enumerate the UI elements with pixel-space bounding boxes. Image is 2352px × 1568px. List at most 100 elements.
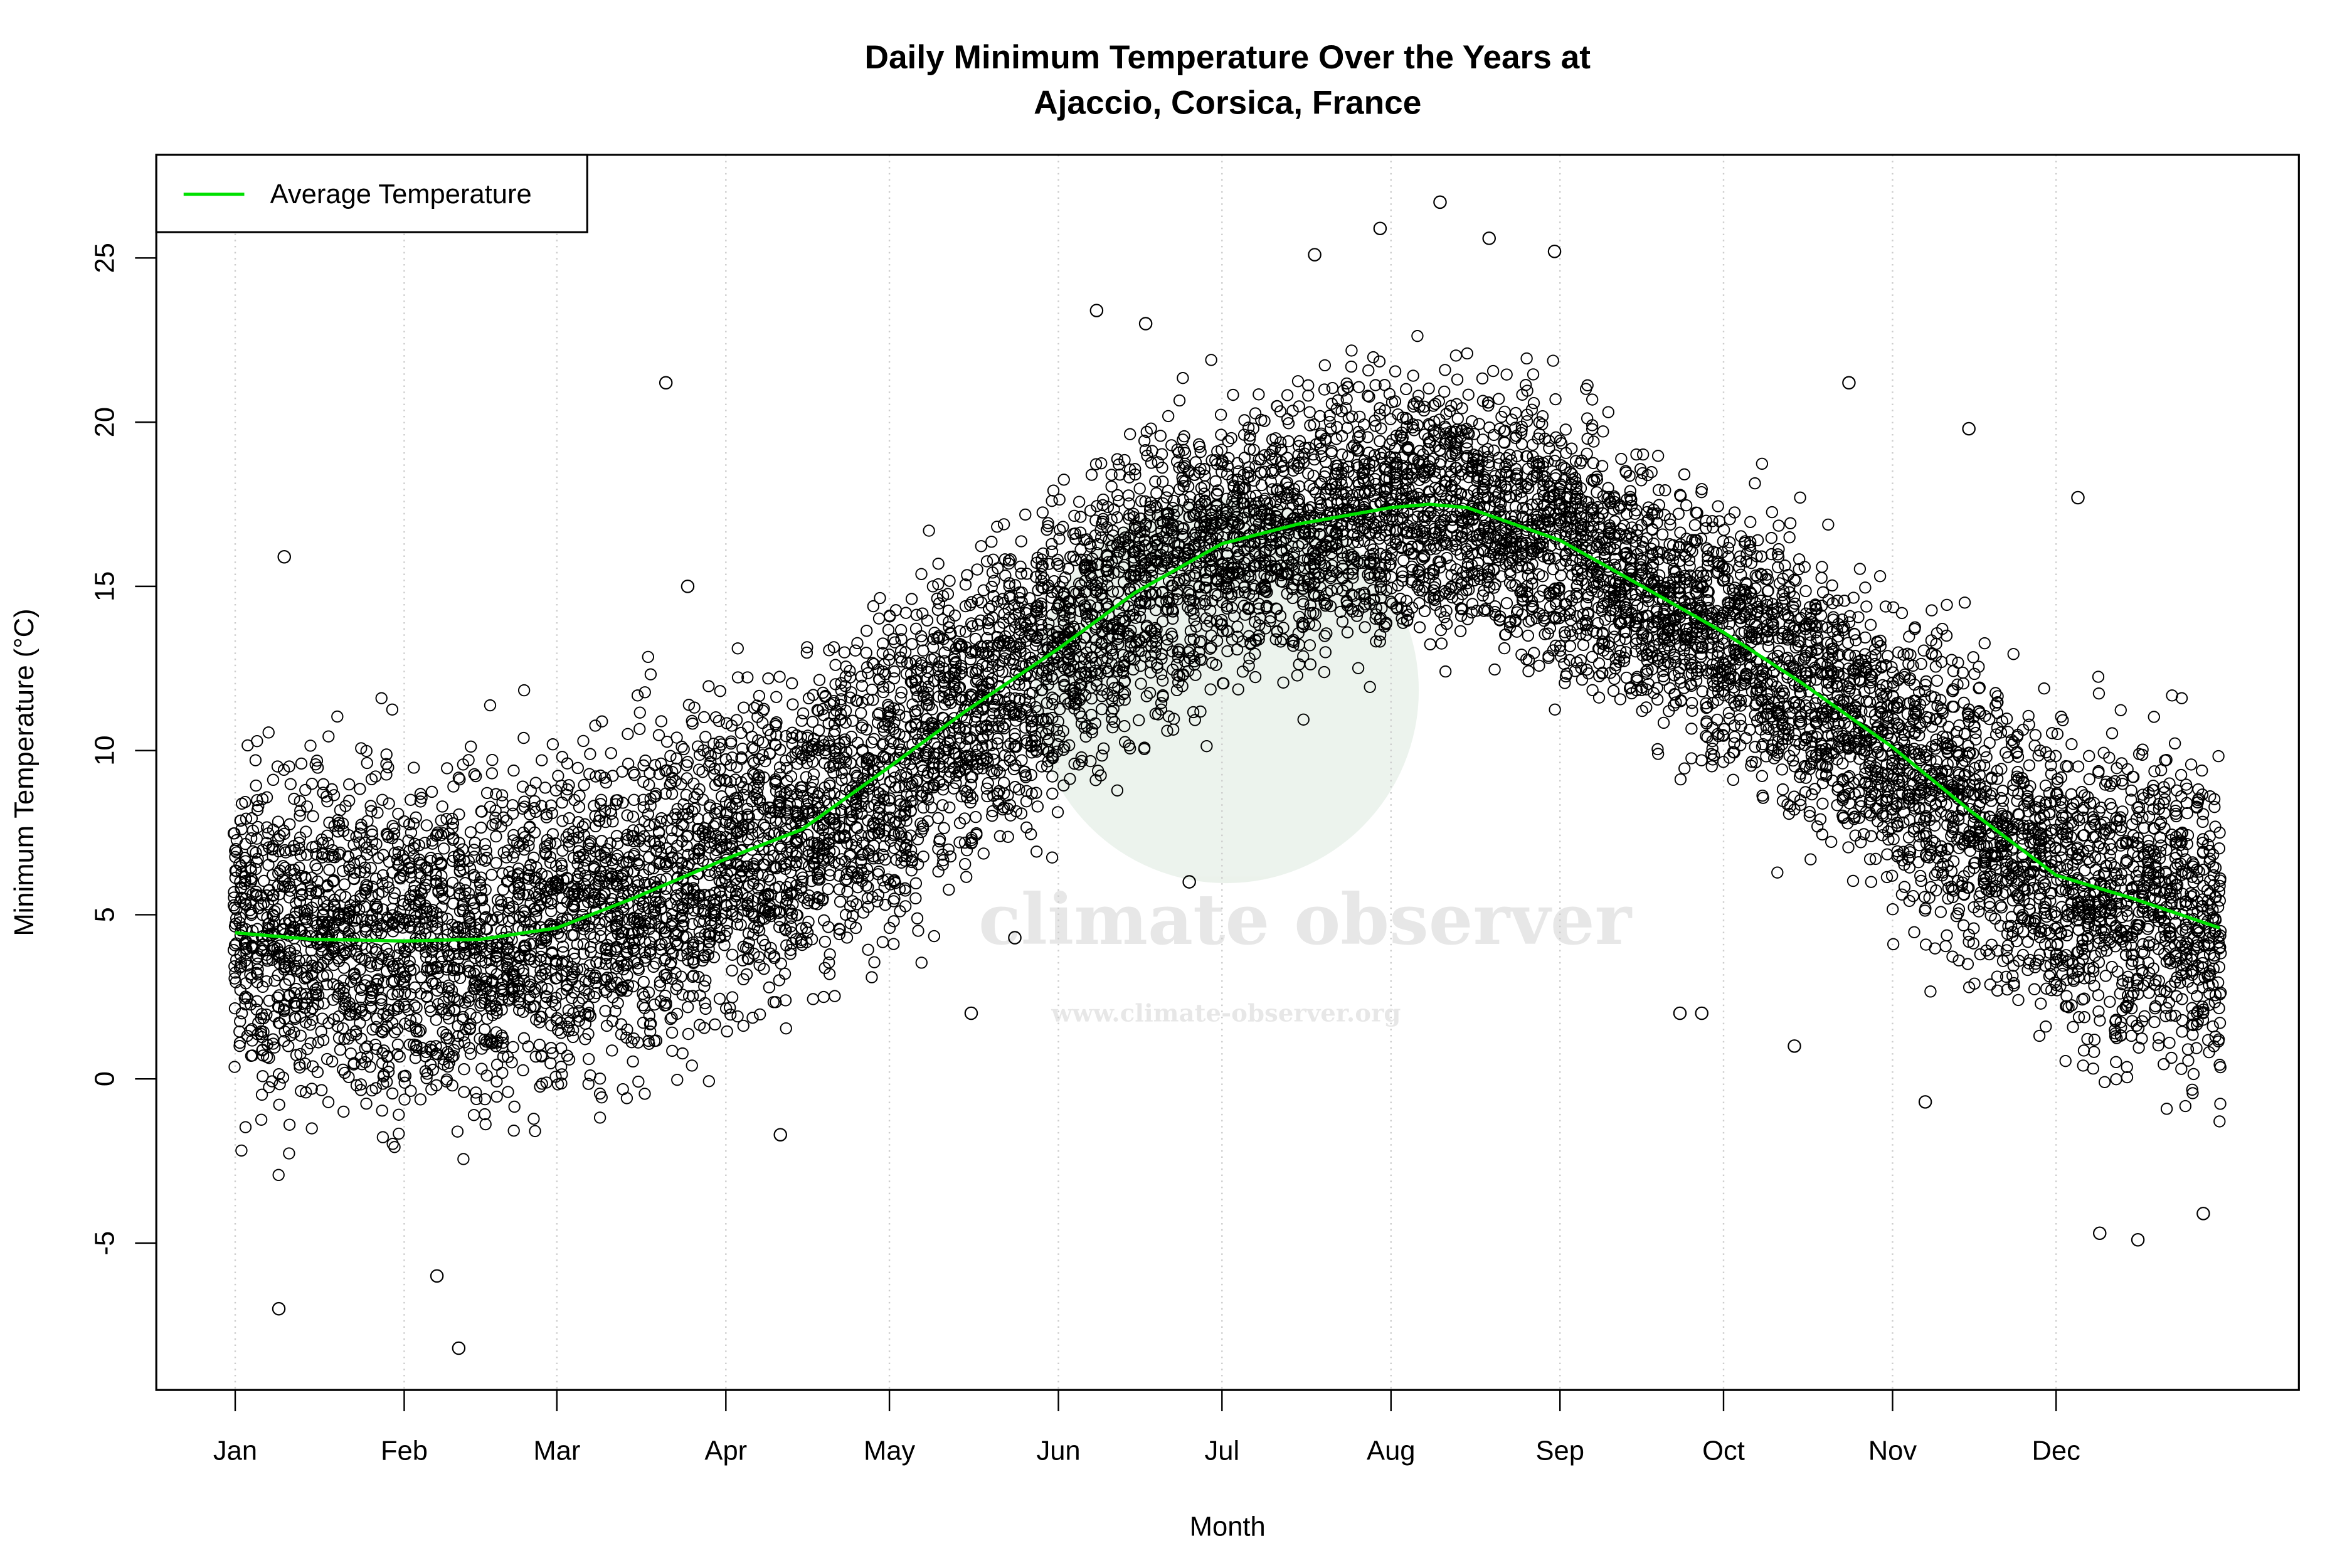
- scatter-point: [273, 1078, 286, 1091]
- scatter-point: [822, 882, 834, 896]
- scatter-point: [1133, 482, 1146, 495]
- scatter-point: [304, 1037, 317, 1050]
- scatter-point: [958, 812, 971, 825]
- scatter-point: [300, 988, 312, 1000]
- scatter-point: [369, 1082, 382, 1094]
- scatter-point: [366, 825, 378, 837]
- scatter-point: [295, 757, 308, 770]
- scatter-point: [969, 810, 982, 824]
- scatter-point: [331, 710, 344, 723]
- scatter-point: [239, 1121, 252, 1133]
- scatter-point: [289, 943, 301, 955]
- scatter-point: [866, 736, 878, 749]
- scatter-point: [1046, 787, 1059, 800]
- scatter-point: [773, 974, 786, 987]
- scatter-point: [425, 785, 438, 798]
- scatter-point: [446, 1079, 458, 1092]
- scatter-point: [251, 734, 263, 748]
- scatter-point: [443, 827, 455, 840]
- scatter-point: [257, 844, 269, 857]
- scatter-point: [484, 699, 497, 712]
- scatter-point: [686, 1059, 698, 1072]
- scatter-point: [713, 992, 726, 1005]
- scatter-point: [866, 971, 878, 983]
- scatter-point: [309, 840, 322, 853]
- scatter-point: [233, 1036, 246, 1049]
- scatter-point: [458, 1086, 470, 1098]
- scatter-point: [479, 1093, 491, 1106]
- scatter-point: [909, 892, 922, 904]
- scatter-point: [1074, 511, 1087, 523]
- scatter-point: [414, 1093, 427, 1106]
- scatter-point: [326, 844, 339, 857]
- scatter-point: [283, 1118, 296, 1131]
- scatter-point: [622, 728, 634, 740]
- scatter-point: [996, 665, 1009, 678]
- scatter-point: [370, 943, 383, 956]
- scatter-point: [386, 820, 399, 832]
- scatter-point: [272, 815, 285, 828]
- scatter-point: [642, 986, 655, 999]
- scatter-point: [436, 800, 448, 813]
- scatter-point: [283, 973, 295, 986]
- scatter-point: [763, 981, 776, 993]
- scatter-point: [647, 960, 660, 973]
- scatter-point: [239, 941, 252, 955]
- scatter-point: [380, 942, 393, 955]
- scatter-point: [316, 1012, 329, 1025]
- scatter-point: [753, 689, 766, 702]
- scatter-point: [364, 862, 377, 874]
- scatter-point: [437, 827, 450, 840]
- scatter-point: [408, 999, 421, 1012]
- scatter-point: [321, 795, 334, 808]
- scatter-point: [1036, 506, 1049, 519]
- scatter-point: [364, 960, 377, 973]
- scatter-point: [304, 1019, 317, 1031]
- scatter-point: [403, 818, 416, 830]
- scatter-point: [665, 1026, 679, 1039]
- scatter-point: [361, 1040, 374, 1053]
- scatter-point: [245, 873, 258, 886]
- scatter-point: [446, 812, 458, 825]
- scatter-point: [959, 857, 972, 871]
- scatter-point: [349, 1002, 362, 1015]
- scatter-point: [370, 838, 383, 850]
- scatter-point: [337, 1105, 350, 1118]
- scatter-point: [915, 956, 928, 969]
- scatter-point: [301, 1042, 314, 1056]
- scatter-point: [490, 1090, 503, 1103]
- scatter-point: [571, 761, 584, 775]
- scatter-point: [343, 1009, 356, 1021]
- scatter-point: [838, 646, 851, 659]
- scatter-point: [375, 692, 388, 704]
- scatter-point: [273, 1098, 285, 1111]
- scatter-point: [860, 647, 872, 659]
- scatter-point: [415, 971, 428, 983]
- scatter-point: [361, 815, 374, 827]
- scatter-point: [413, 839, 425, 852]
- scatter-point: [465, 740, 477, 753]
- scatter-point: [997, 776, 1010, 789]
- scatter-point: [773, 670, 786, 683]
- scatter-point: [638, 1088, 651, 1100]
- scatter-point: [255, 1113, 268, 1126]
- scatter-point: [288, 1026, 300, 1039]
- scatter-point: [452, 1030, 465, 1042]
- scatter-point: [435, 911, 448, 923]
- scatter-point: [607, 815, 619, 828]
- scatter-point: [702, 1075, 716, 1088]
- scatter-point: [391, 949, 404, 961]
- scatter-point: [245, 812, 258, 825]
- scatter-point: [1177, 372, 1189, 384]
- scatter-point: [398, 1076, 411, 1089]
- scatter-point: [311, 1066, 324, 1078]
- scatter-point: [778, 967, 792, 980]
- scatter-point: [692, 763, 706, 776]
- scatter-point: [977, 847, 990, 860]
- scatter-point: [250, 832, 263, 845]
- scatter-point: [405, 1084, 417, 1097]
- scatter-point: [327, 874, 340, 887]
- scatter-point: [315, 1084, 328, 1096]
- scatter-point: [382, 761, 395, 774]
- scatter-point: [348, 866, 361, 879]
